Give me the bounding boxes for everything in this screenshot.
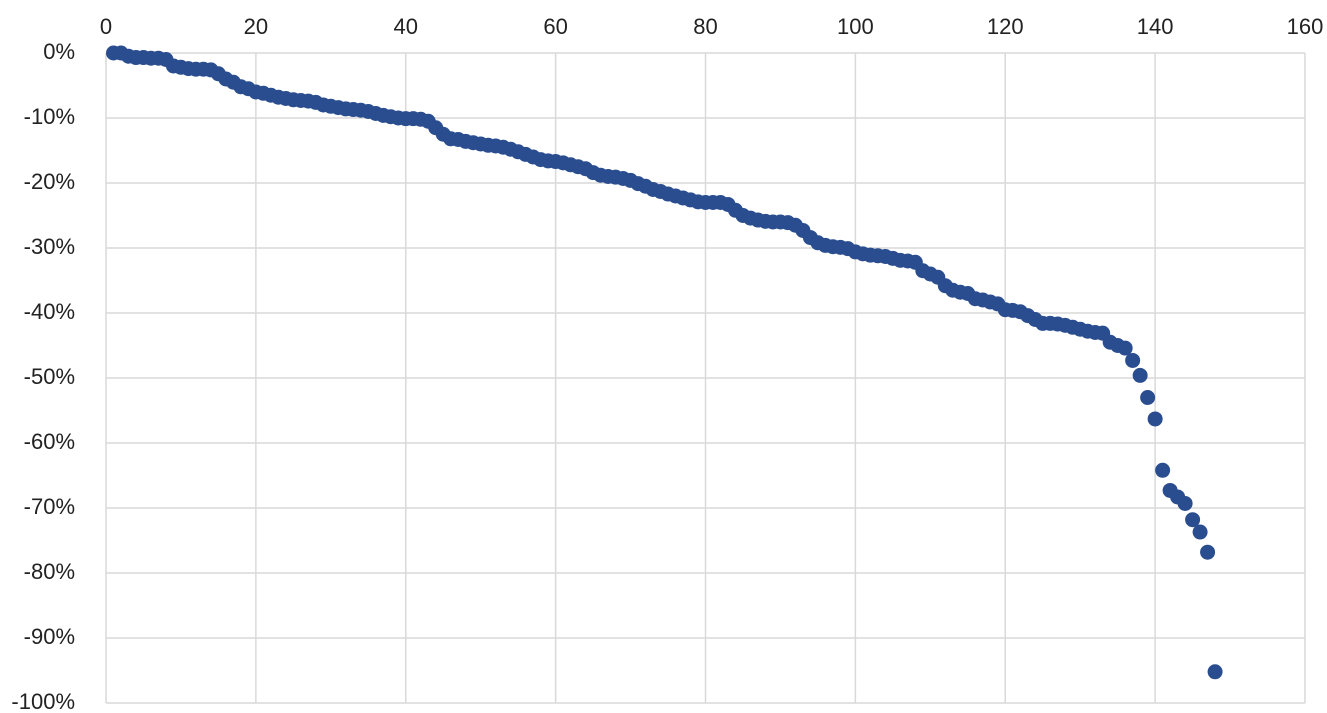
point (1207, 664, 1223, 680)
point (1140, 390, 1156, 405)
x-tick-label: 40 (394, 14, 418, 39)
y-tick-label: -30% (24, 234, 75, 259)
point (1132, 367, 1148, 383)
point (1155, 462, 1171, 478)
x-tick-label: 0 (100, 14, 112, 39)
y-tick-label: -10% (24, 104, 75, 129)
y-tick-label: -20% (24, 169, 75, 194)
point (1192, 524, 1208, 540)
x-tick-label: 60 (543, 14, 567, 39)
x-tick-label: 160 (1287, 14, 1324, 39)
point (1200, 544, 1216, 560)
point (1185, 512, 1201, 528)
x-tick-label: 80 (693, 14, 717, 39)
point (1117, 340, 1133, 356)
point (1177, 495, 1193, 511)
x-tick-label: 120 (987, 14, 1024, 39)
y-tick-label: -70% (24, 494, 75, 519)
y-tick-label: 0% (43, 39, 75, 64)
point (1147, 411, 1163, 427)
y-tick-label: -90% (24, 624, 75, 649)
y-tick-label: -50% (24, 364, 75, 389)
point (1125, 352, 1141, 368)
y-tick-label: -80% (24, 559, 75, 584)
y-tick-label: -60% (24, 429, 75, 454)
x-tick-label: 140 (1137, 14, 1174, 39)
y-tick-label: -100% (11, 689, 75, 713)
x-tick-label: 100 (837, 14, 874, 39)
x-tick-label: 20 (244, 14, 268, 39)
y-tick-label: -40% (24, 299, 75, 324)
